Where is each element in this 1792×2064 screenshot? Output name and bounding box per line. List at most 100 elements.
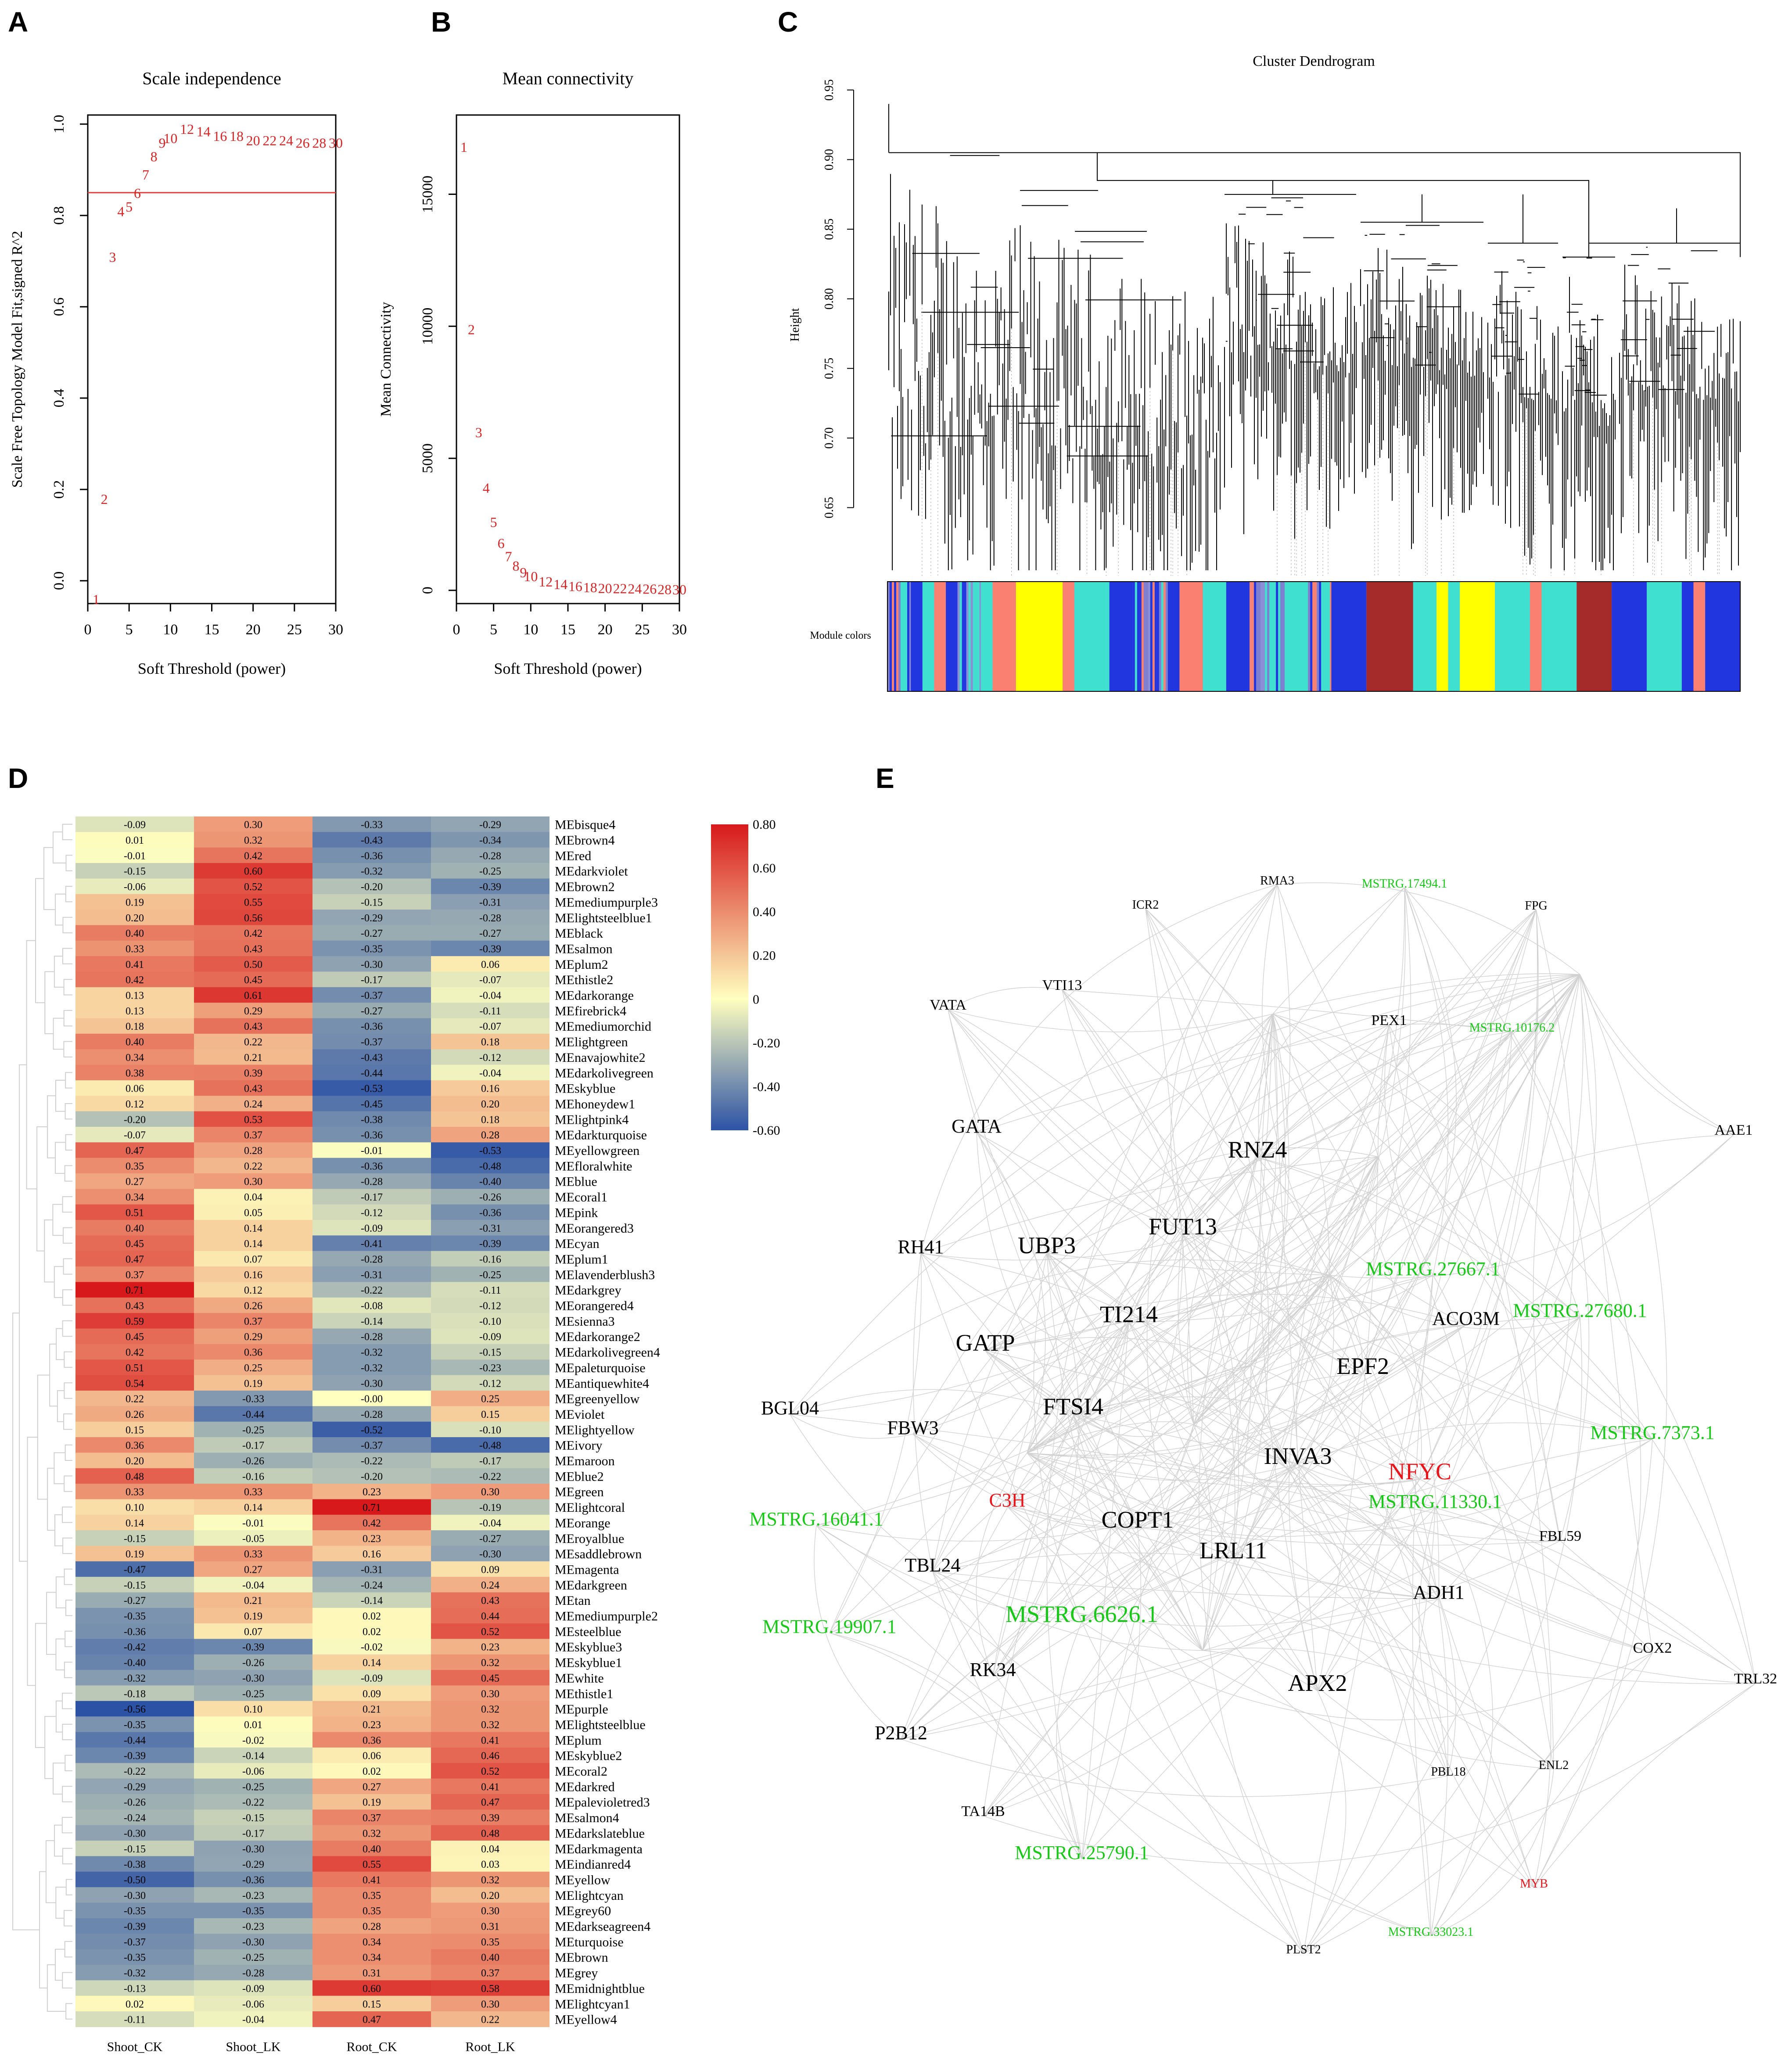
cell-value: -0.05: [242, 1533, 264, 1545]
network-node-label: VTI13: [1042, 977, 1082, 993]
module-stripe-lavender: [1252, 582, 1254, 691]
row-label: MElightsteelblue: [555, 1718, 646, 1732]
module-stripe-lavender: [957, 582, 960, 691]
cell-value: -0.27: [124, 1595, 146, 1607]
cell-value: -0.48: [479, 1440, 501, 1452]
power-point: 14: [553, 576, 567, 592]
module-stripe-lavender: [896, 582, 898, 691]
cell-value: -0.32: [361, 1347, 383, 1359]
heatmap-cell: [431, 1344, 549, 1360]
heatmap-cell: [194, 1670, 312, 1686]
y-tick-label: 1.0: [51, 115, 67, 134]
heatmap-cell: [75, 1607, 194, 1624]
cell-value: 0.21: [244, 1052, 262, 1064]
heatmap-cell: [312, 1003, 431, 1019]
cell-value: 0.02: [363, 1766, 381, 1777]
row-label: MEdarkviolet: [555, 864, 628, 879]
cell-value: 0.19: [126, 897, 144, 908]
x-tick-label: 10: [523, 622, 538, 638]
heatmap-cell: [194, 1561, 312, 1577]
module-stripe-lavender: [1263, 582, 1265, 691]
heatmap-cell: [194, 940, 312, 956]
heatmap-cell: [75, 1189, 194, 1205]
cell-value: -0.35: [124, 1611, 146, 1622]
cell-value: 0.25: [244, 1363, 262, 1374]
module-stripe-lavender: [1143, 582, 1146, 691]
cell-value: -0.36: [361, 1130, 383, 1141]
cell-value: 0.45: [244, 974, 262, 986]
cell-value: 0.25: [481, 1394, 499, 1405]
heatmap-cell: [194, 1546, 312, 1562]
heatmap-cell: [431, 1096, 549, 1112]
heatmap-cell: [312, 1623, 431, 1640]
y-axis-label: Mean Connectivity: [378, 302, 394, 417]
y-tick-label: 0.8: [51, 206, 67, 225]
cell-value: 0.28: [363, 1921, 381, 1933]
heatmap-cell: [194, 1732, 312, 1748]
cell-value: 0.43: [481, 1595, 499, 1607]
row-label: MElightcyan1: [555, 1997, 630, 2011]
row-label: MEdarkslateblue: [555, 1826, 645, 1841]
heatmap-cell: [194, 1266, 312, 1283]
cell-value: -0.44: [242, 1409, 264, 1420]
module-stripe-lavender: [1276, 582, 1278, 691]
heatmap-cell: [312, 1685, 431, 1701]
heatmap-cell: [194, 925, 312, 941]
row-label: MElightsteelblue1: [555, 911, 652, 925]
cell-value: -0.14: [242, 1751, 264, 1762]
heatmap-cell: [312, 1437, 431, 1453]
power-point: 8: [512, 558, 519, 574]
heatmap-cell: [312, 1235, 431, 1251]
heatmap-cell: [431, 1670, 549, 1686]
cell-value: 0.38: [126, 1068, 144, 1079]
cell-value: 0.41: [126, 959, 144, 971]
y-tick-label: 0.80: [822, 288, 836, 309]
heatmap-cell: [75, 1592, 194, 1608]
colorbar-tick-label: 0.40: [753, 905, 776, 919]
cell-value: -0.31: [479, 897, 501, 908]
heatmap-cell: [431, 1639, 549, 1655]
power-point: 4: [483, 480, 490, 496]
row-label: MEthistle1: [555, 1686, 613, 1701]
cell-value: 0.02: [363, 1626, 381, 1638]
row-label: MEwhite: [555, 1671, 604, 1686]
network-node-label: ENL2: [1539, 1758, 1569, 1772]
cell-value: -0.14: [361, 1316, 383, 1327]
row-label: MEdarkolivegreen4: [555, 1345, 660, 1360]
heatmap-cell: [194, 1934, 312, 1950]
heatmap-cell: [431, 1778, 549, 1794]
cell-value: -0.27: [361, 928, 383, 939]
heatmap-cell: [312, 1902, 431, 1919]
heatmap-cell: [312, 1716, 431, 1733]
power-point: 16: [213, 128, 227, 144]
cell-value: -0.11: [479, 1285, 501, 1296]
module-turquoise: [1647, 582, 1682, 691]
heatmap-cell: [75, 1964, 194, 1981]
network-node-label: LRL11: [1199, 1537, 1267, 1564]
module-stripe-lavender: [1132, 582, 1135, 691]
cell-value: 0.59: [126, 1316, 144, 1327]
network-node-label: PLST2: [1286, 1943, 1321, 1956]
heatmap-cell: [312, 1189, 431, 1205]
network-node-label: ICR2: [1132, 898, 1159, 912]
heatmap-cell: [75, 1996, 194, 2012]
module-stripe-lavender: [1261, 582, 1263, 691]
heatmap-cell: [194, 1033, 312, 1050]
cell-value: -0.15: [479, 1347, 501, 1359]
heatmap-cell: [75, 1328, 194, 1345]
row-label: MEdarkgrey: [555, 1283, 621, 1298]
heatmap-cell: [194, 1701, 312, 1717]
network-node-label: RNZ4: [1228, 1136, 1287, 1163]
power-point: 10: [524, 568, 538, 584]
heatmap-cell: [431, 940, 549, 956]
cell-value: 0.45: [126, 1331, 144, 1343]
power-point: 12: [180, 121, 194, 137]
row-label: MEplum1: [555, 1252, 608, 1267]
cell-value: -0.26: [124, 1797, 146, 1809]
heatmap-cell: [194, 1297, 312, 1313]
cell-value: -0.11: [124, 2014, 145, 2026]
cell-value: 0.24: [244, 1099, 262, 1110]
row-label: MEblue2: [555, 1469, 604, 1484]
heatmap-cell: [312, 1406, 431, 1422]
row-label: MEivory: [555, 1438, 602, 1453]
